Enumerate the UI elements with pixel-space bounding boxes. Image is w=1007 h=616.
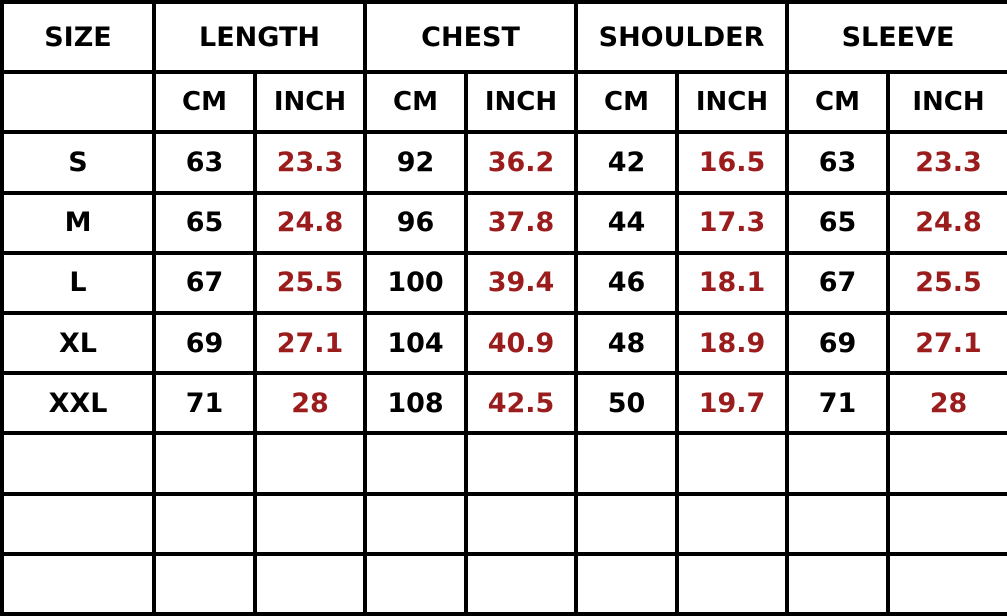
chest-cm-value: 96 xyxy=(363,190,469,255)
empty-row xyxy=(0,551,1007,616)
empty-row xyxy=(0,491,1007,556)
shoulder-cm-value: 42 xyxy=(574,130,680,195)
empty-cell xyxy=(675,551,790,616)
length-header: LENGTH xyxy=(151,0,368,75)
shoulder-inch-value: 19.7 xyxy=(675,371,790,436)
empty-cell xyxy=(0,551,156,616)
shoulder-inch-value: 18.9 xyxy=(675,310,790,376)
size-header: SIZE xyxy=(0,0,156,75)
empty-cell xyxy=(785,551,891,616)
sleeve-cm-value: 67 xyxy=(785,250,891,315)
size-label: S xyxy=(0,130,156,195)
sleeve-cm-unit: CM xyxy=(785,70,891,135)
empty-cell xyxy=(252,551,368,616)
empty-cell xyxy=(574,491,680,556)
length-cm-unit: CM xyxy=(152,70,257,135)
chest-inch-value: 39.4 xyxy=(464,250,579,315)
chest-cm-value: 108 xyxy=(363,371,469,436)
length-inch-value: 24.8 xyxy=(252,190,368,255)
table-row-xl: XL 69 27.1 104 40.9 48 18.9 69 27.1 xyxy=(0,310,1007,376)
length-inch-unit: INCH xyxy=(252,70,368,135)
sleeve-inch-value: 23.3 xyxy=(886,130,1007,195)
empty-cell xyxy=(886,551,1007,616)
shoulder-cm-unit: CM xyxy=(574,70,680,135)
table-row-xxl: XXL 71 28 108 42.5 50 19.7 71 28 xyxy=(0,371,1007,436)
empty-cell xyxy=(675,491,790,556)
empty-cell xyxy=(574,551,680,616)
shoulder-inch-value: 18.1 xyxy=(675,250,790,315)
length-inch-value: 28 xyxy=(252,371,368,436)
shoulder-cm-value: 50 xyxy=(574,371,680,436)
empty-cell xyxy=(464,431,579,496)
empty-cell xyxy=(363,431,469,496)
empty-cell xyxy=(152,491,257,556)
sleeve-cm-value: 71 xyxy=(785,371,891,436)
chest-cm-value: 100 xyxy=(363,250,469,315)
empty-cell xyxy=(0,491,156,556)
sleeve-inch-value: 24.8 xyxy=(886,190,1007,255)
sleeve-header: SLEEVE xyxy=(785,0,1007,75)
chest-cm-value: 92 xyxy=(363,130,469,195)
size-label: M xyxy=(0,190,156,255)
chest-header: CHEST xyxy=(363,0,579,75)
table-row-l: L 67 25.5 100 39.4 46 18.1 67 25.5 xyxy=(0,250,1007,315)
chest-inch-value: 42.5 xyxy=(464,371,579,436)
shoulder-inch-unit: INCH xyxy=(675,70,790,135)
length-cm-value: 63 xyxy=(152,130,257,195)
shoulder-cm-value: 48 xyxy=(574,310,680,376)
size-label: XL xyxy=(0,310,156,376)
empty-cell xyxy=(785,431,891,496)
length-inch-value: 25.5 xyxy=(252,250,368,315)
header-row: SIZE LENGTH CHEST SHOULDER SLEEVE xyxy=(0,0,1007,75)
empty-cell xyxy=(464,491,579,556)
sleeve-inch-value: 25.5 xyxy=(886,250,1007,315)
empty-cell xyxy=(574,431,680,496)
unit-row: CM INCH CM INCH CM INCH CM INCH xyxy=(0,70,1007,135)
length-cm-value: 65 xyxy=(152,190,257,255)
chest-inch-value: 36.2 xyxy=(464,130,579,195)
shoulder-header: SHOULDER xyxy=(574,0,790,75)
empty-cell xyxy=(363,491,469,556)
empty-row xyxy=(0,431,1007,496)
sleeve-inch-value: 27.1 xyxy=(886,310,1007,376)
sleeve-inch-value: 28 xyxy=(886,371,1007,436)
size-label: XXL xyxy=(0,371,156,436)
shoulder-cm-value: 44 xyxy=(574,190,680,255)
empty-cell xyxy=(0,431,156,496)
chest-inch-value: 37.8 xyxy=(464,190,579,255)
table-row-m: M 65 24.8 96 37.8 44 17.3 65 24.8 xyxy=(0,190,1007,255)
length-cm-value: 71 xyxy=(152,371,257,436)
length-inch-value: 23.3 xyxy=(252,130,368,195)
empty-cell xyxy=(886,491,1007,556)
empty-cell xyxy=(152,551,257,616)
size-label: L xyxy=(0,250,156,315)
length-cm-value: 69 xyxy=(152,310,257,376)
length-cm-value: 67 xyxy=(152,250,257,315)
empty-cell xyxy=(886,431,1007,496)
empty-cell xyxy=(252,491,368,556)
shoulder-inch-value: 17.3 xyxy=(675,190,790,255)
chest-inch-unit: INCH xyxy=(464,70,579,135)
sleeve-cm-value: 63 xyxy=(785,130,891,195)
shoulder-inch-value: 16.5 xyxy=(675,130,790,195)
sleeve-cm-value: 65 xyxy=(785,190,891,255)
empty-cell xyxy=(675,431,790,496)
unit-empty-cell xyxy=(0,70,156,135)
empty-cell xyxy=(252,431,368,496)
table-row-s: S 63 23.3 92 36.2 42 16.5 63 23.3 xyxy=(0,130,1007,195)
empty-cell xyxy=(785,491,891,556)
empty-cell xyxy=(363,551,469,616)
sleeve-inch-unit: INCH xyxy=(886,70,1007,135)
chest-cm-unit: CM xyxy=(363,70,469,135)
shoulder-cm-value: 46 xyxy=(574,250,680,315)
sleeve-cm-value: 69 xyxy=(785,310,891,376)
length-inch-value: 27.1 xyxy=(252,310,368,376)
empty-cell xyxy=(464,551,579,616)
empty-cell xyxy=(152,431,257,496)
chest-cm-value: 104 xyxy=(363,310,469,376)
chest-inch-value: 40.9 xyxy=(464,310,579,376)
